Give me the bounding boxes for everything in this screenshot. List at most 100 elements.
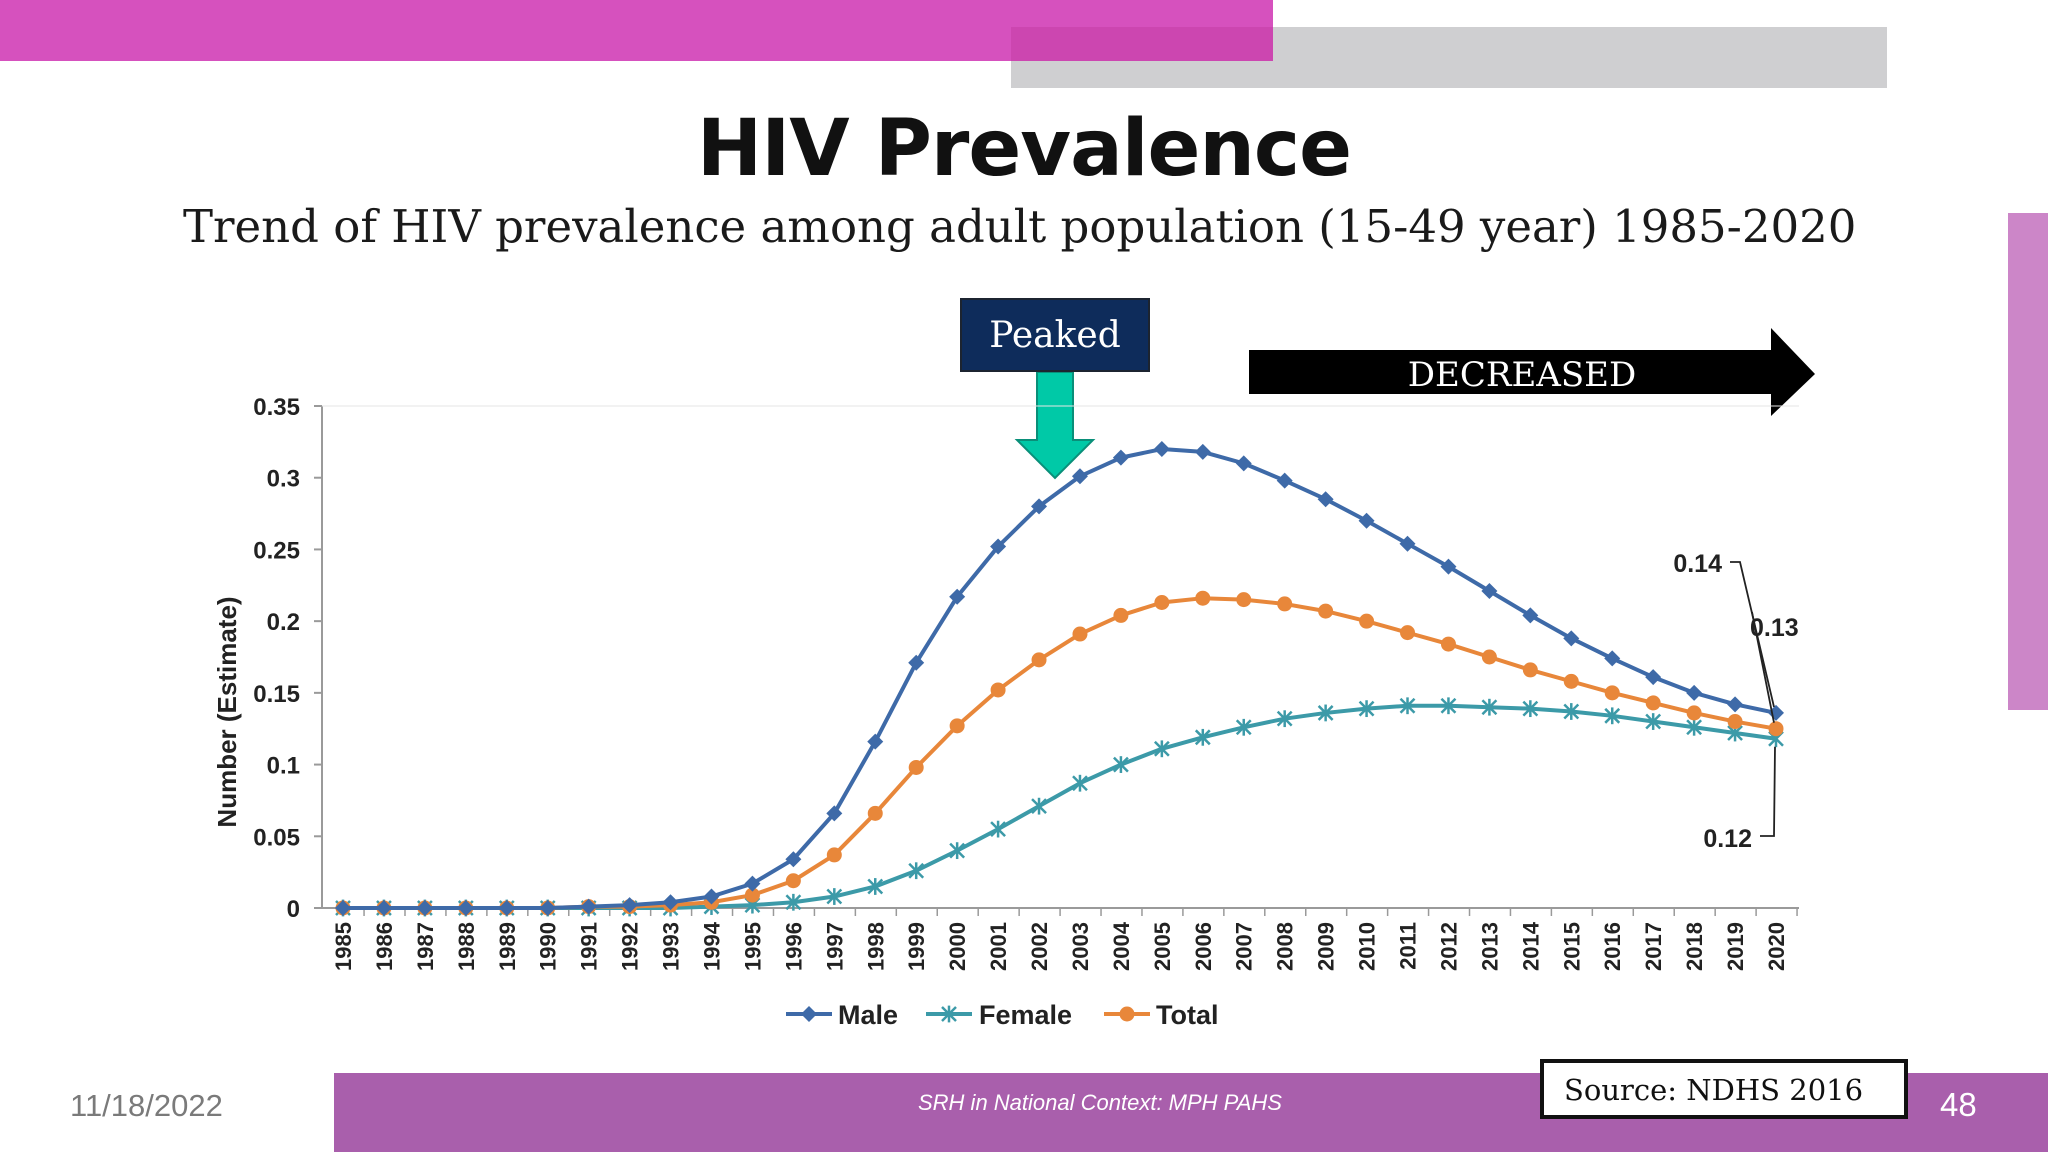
x-tick-label: 1998: [863, 922, 888, 971]
data-point-male: [1727, 696, 1744, 713]
data-point-male: [539, 900, 556, 916]
x-tick-label: 2019: [1723, 922, 1748, 971]
data-point-female: [1317, 704, 1334, 722]
data-point-total: [1440, 636, 1456, 652]
y-axis-label: Number (Estimate): [212, 596, 242, 827]
data-point-male: [1235, 455, 1252, 472]
data-point-male: [1031, 498, 1048, 515]
data-point-female: [949, 842, 966, 860]
data-point-female: [1153, 740, 1170, 758]
decreased-label: DECREASED: [1408, 355, 1636, 395]
data-point-male: [1317, 491, 1334, 508]
peaked-label: Peaked: [989, 314, 1121, 356]
y-tick-label: 0.25: [253, 537, 300, 564]
x-tick-label: 1994: [699, 921, 724, 971]
data-point-total: [1318, 603, 1334, 619]
y-tick-label: 0.35: [253, 394, 300, 421]
x-tick-label: 2012: [1436, 922, 1461, 971]
data-point-total: [1195, 590, 1211, 606]
x-tick-label: 1997: [822, 922, 847, 971]
data-point-male: [703, 888, 720, 905]
data-point-male: [826, 805, 843, 822]
slide-subtitle: Trend of HIV prevalence among adult popu…: [183, 200, 1857, 253]
data-point-female: [1481, 698, 1498, 716]
y-tick-label: 0.3: [267, 466, 300, 493]
data-point-total: [1768, 721, 1784, 737]
data-point-male: [457, 900, 474, 916]
data-point-female: [1522, 700, 1539, 718]
x-tick-label: 2004: [1109, 921, 1134, 971]
top-overlap-bar: [1011, 27, 1273, 61]
slide-date: 11/18/2022: [70, 1088, 223, 1123]
data-point-total: [867, 805, 883, 821]
x-tick-label: 2009: [1314, 922, 1339, 971]
data-point-female: [785, 893, 802, 911]
x-tick-label: 2013: [1477, 922, 1502, 971]
x-tick-label: 2010: [1355, 922, 1380, 971]
slide-title: HIV Prevalence: [696, 104, 1352, 194]
data-point-female: [1399, 697, 1416, 715]
data-point-total: [1154, 594, 1170, 610]
data-point-male: [1358, 512, 1375, 529]
data-point-total: [949, 718, 965, 734]
x-tick-label: 1991: [577, 922, 602, 971]
data-point-female: [826, 888, 843, 905]
data-point-female: [1440, 697, 1457, 715]
data-point-male: [1399, 535, 1416, 552]
data-point-male: [1440, 558, 1457, 575]
y-tick-label: 0.05: [253, 824, 300, 851]
x-tick-label: 1993: [659, 922, 684, 971]
data-point-total: [1236, 592, 1252, 608]
x-tick-label: 2001: [986, 922, 1011, 971]
data-point-male: [621, 897, 638, 914]
x-tick-label: 2011: [1396, 922, 1421, 970]
data-point-male: [375, 900, 392, 916]
y-tick-label: 0.15: [253, 681, 300, 708]
data-point-male: [662, 894, 679, 911]
data-point-male: [416, 900, 433, 916]
data-point-male: [1686, 684, 1703, 701]
data-point-male: [498, 900, 515, 916]
annotation-leader-total: [1751, 611, 1775, 723]
x-tick-label: 2016: [1600, 922, 1625, 971]
data-point-total: [1686, 705, 1702, 721]
x-tick-label: 2007: [1232, 922, 1257, 971]
data-point-female: [1645, 713, 1662, 730]
data-point-total: [744, 887, 760, 903]
data-point-male: [867, 733, 884, 750]
data-point-male: [908, 654, 925, 671]
data-point-total: [1604, 685, 1620, 701]
data-point-male: [1194, 443, 1211, 460]
data-point-total: [1522, 662, 1538, 678]
data-point-total: [1113, 607, 1129, 623]
data-point-female: [1358, 700, 1375, 718]
annotation-leader-male: [1730, 561, 1775, 708]
x-tick-label: 2018: [1682, 922, 1707, 971]
legend-label-male: Male: [838, 1000, 898, 1030]
x-tick-label: 1985: [331, 922, 356, 971]
x-tick-label: 2005: [1150, 922, 1175, 971]
annotation-label: 0.12: [1703, 825, 1752, 853]
legend-marker-total: [1119, 1006, 1135, 1022]
data-point-female: [1604, 707, 1621, 725]
x-tick-label: 1999: [904, 922, 929, 971]
data-point-total: [1072, 626, 1088, 642]
data-point-female: [908, 862, 925, 880]
data-point-total: [1277, 596, 1293, 612]
data-point-total: [1645, 695, 1661, 711]
x-tick-label: 2015: [1559, 922, 1584, 971]
data-point-male: [1112, 449, 1129, 466]
data-point-female: [1031, 797, 1047, 815]
data-point-total: [1400, 625, 1416, 641]
data-point-female: [1072, 774, 1088, 792]
x-tick-label: 2008: [1273, 922, 1298, 971]
x-tick-label: 2014: [1518, 921, 1543, 971]
annotation-leader-female: [1760, 746, 1776, 837]
data-point-total: [908, 759, 924, 775]
series-line-female: [343, 703, 1777, 910]
annotation-label: 0.13: [1750, 614, 1799, 642]
peaked-label-box: Peaked: [960, 298, 1150, 372]
data-point-male: [1522, 607, 1539, 624]
data-point-total: [1727, 714, 1743, 730]
